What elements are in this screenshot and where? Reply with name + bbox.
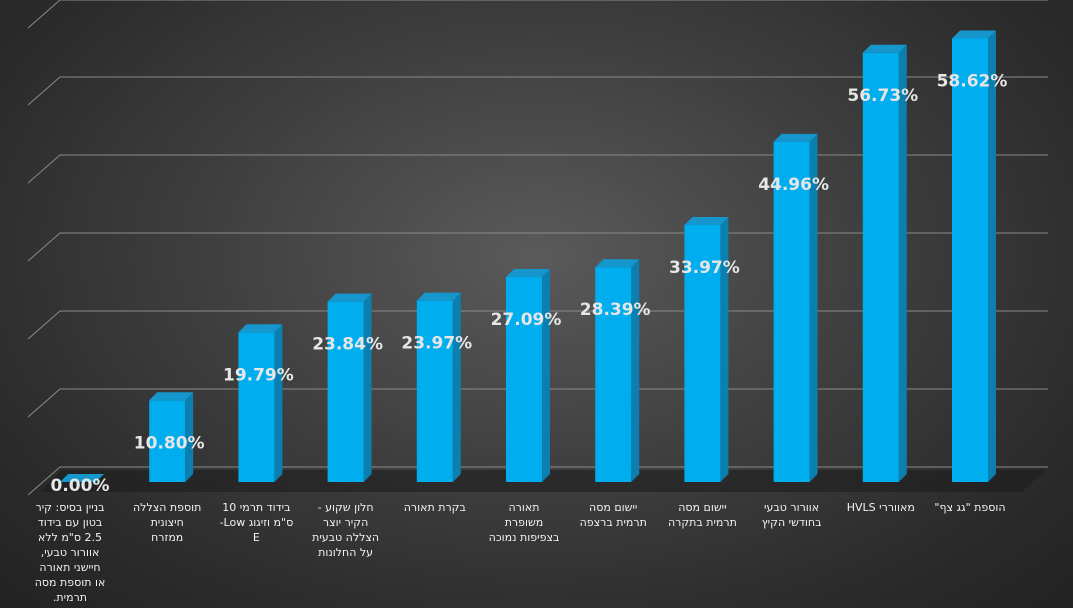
value-label: 28.39%: [580, 300, 651, 320]
bar-front: [952, 38, 988, 482]
category-label: בניין בסיס: קיר בטון עם בידוד 2.5 ס"מ ללא א…: [35, 501, 106, 604]
bar-top: [952, 30, 996, 39]
bar-top: [595, 259, 640, 268]
bar-side: [542, 269, 550, 482]
bar-front: [416, 300, 453, 482]
category-labels: בניין בסיס: קיר בטון עם בידוד 2.5 ס"מ ללא א…: [35, 501, 1006, 604]
bar: [595, 259, 640, 482]
bar: [238, 324, 283, 482]
category-label: חלון שקוע -הקיר יוצר הצללה טבעית על החלונו…: [312, 501, 379, 559]
bar: [952, 30, 996, 482]
bar-front: [149, 400, 186, 482]
category-label: תוספת הצללה חיצונית ממזרח: [133, 501, 201, 544]
category-label: בקרת תאורה: [404, 501, 466, 514]
bar-side: [631, 259, 640, 482]
value-label: 58.62%: [937, 72, 1008, 92]
gridlines: [27, 0, 1048, 496]
category-label: מאווררי HVLS: [847, 501, 915, 514]
bar-front: [595, 267, 632, 482]
bar-side: [898, 44, 907, 482]
bar-side: [809, 133, 818, 482]
bar: [149, 392, 194, 482]
bar: [60, 474, 104, 482]
bar-top: [238, 324, 283, 333]
category-label: הוספת "גג צף": [934, 501, 1005, 514]
category-label: בידוד תרמי 10 ס"מ וזיגוג Low-E: [220, 501, 294, 544]
category-label: יישום מסה תרמית בתקרה: [668, 501, 737, 529]
bar: [862, 44, 907, 482]
value-label: 27.09%: [491, 310, 562, 330]
value-label: 23.97%: [401, 334, 472, 354]
gridline: [27, 0, 1048, 29]
bar-top: [506, 269, 550, 278]
bar-side: [988, 30, 996, 482]
bar: [327, 293, 372, 482]
bar-top: [327, 293, 372, 302]
value-label: 44.96%: [758, 175, 829, 195]
bar-top: [684, 216, 729, 225]
value-labels: 0.00% 10.80% 19.79% 23.84% 23.97% 27.09% 28.39…: [51, 72, 1008, 497]
bar-side: [185, 392, 194, 482]
bar-top: [773, 133, 818, 142]
bar-front: [684, 224, 721, 482]
bar-front: [862, 52, 899, 482]
category-label: יישום מסה תרמית ברצפה: [580, 501, 647, 529]
bar-front: [506, 277, 542, 482]
bar-front: [773, 141, 810, 482]
bar-top: [862, 44, 907, 53]
gridline: [27, 154, 1048, 184]
gridline: [27, 76, 1048, 106]
category-label: אוורור טבעי בחודשי הקיץ: [762, 501, 822, 529]
bar-side: [363, 293, 372, 482]
bar-front: [238, 332, 275, 482]
bars: [60, 30, 996, 482]
bar-top: [149, 392, 194, 401]
bar-side: [452, 292, 461, 482]
bar: [416, 292, 461, 482]
bar: [773, 133, 818, 482]
value-label: 19.79%: [223, 365, 294, 385]
bar-top: [60, 474, 104, 482]
value-label: 56.73%: [847, 86, 918, 106]
bar-side: [720, 216, 729, 482]
value-label: 0.00%: [51, 476, 110, 496]
bar-front: [327, 301, 364, 482]
bar-side: [274, 324, 283, 482]
value-label: 23.84%: [312, 335, 383, 355]
bar-top: [416, 292, 461, 301]
bar: [684, 216, 729, 482]
value-label: 33.97%: [669, 258, 740, 278]
value-label: 10.80%: [134, 433, 205, 453]
bar: [506, 269, 550, 482]
category-label: תאורה משופרת בצפיפות נמוכה: [489, 501, 560, 544]
